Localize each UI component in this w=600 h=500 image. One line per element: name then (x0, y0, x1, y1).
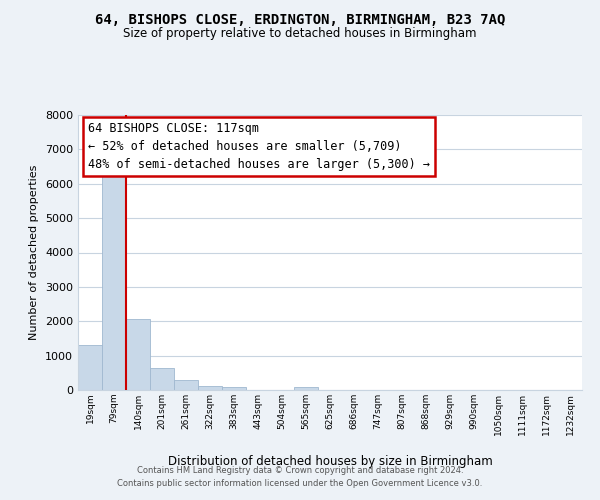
Bar (222, 387, 246, 390)
Bar (174, 380, 198, 390)
Text: Contains HM Land Registry data © Crown copyright and database right 2024.
Contai: Contains HM Land Registry data © Crown c… (118, 466, 482, 487)
Bar (150, 368, 174, 390)
Bar (102, 164, 126, 390)
Bar (78, 344, 102, 390)
Text: Size of property relative to detached houses in Birmingham: Size of property relative to detached ho… (123, 28, 477, 40)
Bar (294, 387, 318, 390)
Text: Distribution of detached houses by size in Birmingham: Distribution of detached houses by size … (167, 454, 493, 468)
Y-axis label: Number of detached properties: Number of detached properties (29, 165, 40, 340)
Text: 64, BISHOPS CLOSE, ERDINGTON, BIRMINGHAM, B23 7AQ: 64, BISHOPS CLOSE, ERDINGTON, BIRMINGHAM… (95, 12, 505, 26)
Text: 64 BISHOPS CLOSE: 117sqm
← 52% of detached houses are smaller (5,709)
48% of sem: 64 BISHOPS CLOSE: 117sqm ← 52% of detach… (88, 122, 430, 171)
Bar (198, 386, 222, 390)
Bar (126, 318, 150, 390)
